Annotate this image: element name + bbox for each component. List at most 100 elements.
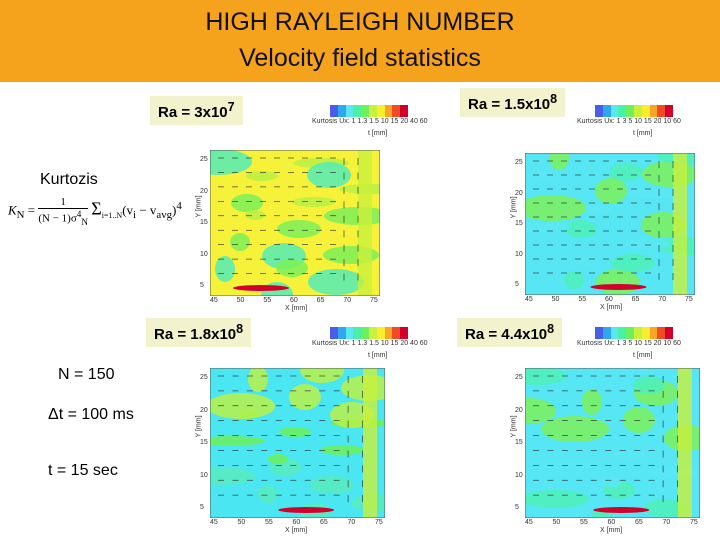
y-tick-label: 10 <box>515 471 523 479</box>
y-tick-label: 5 <box>200 504 204 511</box>
y-tick-label: 20 <box>200 406 208 414</box>
x-axis-label: X [mm] <box>285 305 308 312</box>
x-tick-label: 50 <box>551 296 560 303</box>
x-tick-label: 55 <box>265 519 273 526</box>
ra-label-1: Ra = 3x107 <box>150 96 243 125</box>
colorbar-swatch <box>368 105 377 117</box>
colorbar-swatch <box>657 327 666 339</box>
unit-label: t [mm] <box>633 130 653 137</box>
field-region <box>245 210 265 220</box>
y-tick-label: 20 <box>515 189 523 197</box>
x-tick-label: 70 <box>347 519 356 526</box>
high-kurtosis-spot <box>278 507 335 513</box>
x-axis-label: X [mm] <box>285 527 308 534</box>
colorbar-swatch <box>345 327 354 339</box>
field-region <box>276 259 308 277</box>
colorbar-swatch <box>400 327 408 339</box>
colorbar-swatch <box>602 105 611 117</box>
x-tick-label: 60 <box>605 296 613 303</box>
x-axis-label: X [mm] <box>600 304 623 311</box>
colorbar-swatch <box>618 327 627 339</box>
y-axis-label: Y [mm] <box>195 415 203 438</box>
colorbar-swatch <box>641 105 650 117</box>
colorbar-swatch <box>376 105 385 117</box>
colorbar-labels: Kurtosis Ux: 1 3 5 10 15 20 10 60 <box>577 118 681 125</box>
colorbar-swatch <box>610 105 619 117</box>
slide-subtitle: Velocity field statistics <box>239 44 481 72</box>
field-region <box>320 445 364 455</box>
y-tick-label: 20 <box>200 187 208 195</box>
high-kurtosis-spot <box>590 284 647 290</box>
field-region <box>564 271 584 289</box>
colorbar-swatch <box>657 105 666 117</box>
field-region <box>258 485 278 503</box>
x-tick-label: 70 <box>343 297 352 304</box>
field-region <box>580 205 612 215</box>
colorbar-swatch <box>649 327 658 339</box>
colorbar-swatch <box>361 105 369 117</box>
kurtosis-colorbar <box>595 326 673 339</box>
colorbar-swatch <box>345 105 354 117</box>
x-tick-label: 65 <box>631 296 640 303</box>
kurtosis-formula: KN = 1 (N − 1)σ4N Σi=1..N(vi − vavg)4 <box>8 196 182 227</box>
kurtosis-colorbar <box>595 104 673 117</box>
field-region <box>307 162 351 188</box>
field-region <box>300 368 344 383</box>
x-tick-label: 60 <box>607 519 616 526</box>
x-tick-label: 75 <box>370 297 378 304</box>
colorbar-swatch <box>361 327 369 339</box>
colorbar-swatch <box>353 105 362 117</box>
wall-region <box>673 153 687 295</box>
colorbar-swatch <box>626 105 634 117</box>
y-tick-label: 25 <box>515 159 523 166</box>
x-tick-label: 55 <box>578 296 587 303</box>
colorbar-swatch <box>392 327 401 339</box>
colorbar-swatch <box>337 105 346 117</box>
colorbar-swatch <box>626 327 634 339</box>
x-tick-label: 75 <box>685 296 693 303</box>
unit-label: t [mm] <box>368 352 388 359</box>
colorbar-swatch <box>665 327 673 339</box>
field-region <box>525 195 586 221</box>
x-tick-label: 65 <box>316 297 325 304</box>
colorbar-swatch <box>610 327 619 339</box>
y-tick-label: 20 <box>515 406 523 414</box>
field-region <box>210 393 275 419</box>
x-tick-label: 60 <box>290 297 298 304</box>
ra-label-2: Ra = 1.5x108 <box>460 88 566 117</box>
colorbar-swatch <box>330 327 338 339</box>
x-tick-label: 55 <box>580 519 588 526</box>
field-region <box>289 384 321 410</box>
param-n: N = 150 <box>58 366 115 383</box>
field-region <box>292 197 336 207</box>
field-region <box>549 153 569 170</box>
y-tick-label: 5 <box>200 282 204 289</box>
field-region <box>633 376 665 394</box>
colorbar-swatch <box>595 327 603 339</box>
ra-label-4: Ra = 4.4x108 <box>457 318 563 347</box>
y-tick-label: 5 <box>515 281 519 288</box>
field-region <box>308 269 364 295</box>
x-tick-label: 45 <box>210 297 218 304</box>
field-region <box>613 450 645 460</box>
colorbar-swatch <box>633 327 642 339</box>
x-tick-label: 60 <box>292 519 301 526</box>
kurtosis-field-plot <box>525 153 695 295</box>
field-region <box>277 220 321 238</box>
y-tick-label: 15 <box>200 439 208 446</box>
x-tick-label: 75 <box>375 519 383 526</box>
y-tick-label: 25 <box>200 156 208 163</box>
colorbar-labels: Kurtosis Ux: 1 1.3 1.5 10 15 20 40 60 <box>312 118 428 125</box>
colorbar-swatch <box>400 105 408 117</box>
colorbar-swatch <box>665 105 673 117</box>
colorbar-swatch <box>618 105 627 117</box>
kurtosis-field-plot <box>210 150 380 296</box>
x-tick-label: 50 <box>237 519 246 526</box>
field-region <box>531 459 599 469</box>
unit-label: t [mm] <box>368 130 388 137</box>
field-region <box>610 163 642 181</box>
unit-label: t [mm] <box>633 352 653 359</box>
colorbar-swatch <box>392 105 401 117</box>
colorbar-swatch <box>330 105 338 117</box>
y-tick-label: 25 <box>200 374 208 381</box>
